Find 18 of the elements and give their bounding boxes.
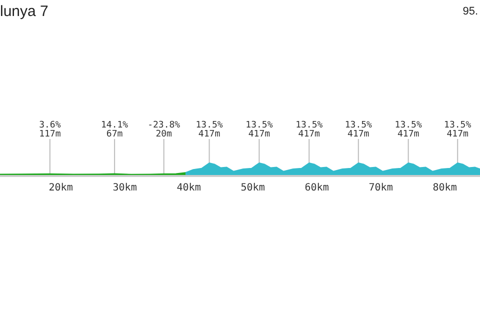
annotation: -23.8% 20m (148, 120, 181, 140)
x-tick-label: 80km (432, 182, 457, 194)
annotation: 13.5% 417m (246, 120, 274, 140)
x-tick-label: 60km (304, 182, 329, 194)
annotation: 13.5% 417m (296, 120, 324, 140)
x-tick-label: 50km (240, 182, 265, 194)
annotation: 14.1% 67m (101, 120, 129, 140)
x-tick-label: 20km (48, 182, 73, 194)
annotation: 13.5% 417m (196, 120, 224, 140)
x-tick-label: 70km (368, 182, 393, 194)
annotation: 13.5% 417m (444, 120, 472, 140)
annotation: 3.6% 117m (39, 120, 62, 140)
text: 95. (462, 6, 478, 18)
x-tick-label: 30km (112, 182, 137, 194)
x-tick-label: 40km (176, 182, 201, 194)
annotation: 13.5% 417m (344, 120, 373, 140)
annotation: 13.5% 417m (394, 120, 422, 140)
chart-title: lunya 7 (0, 3, 48, 20)
